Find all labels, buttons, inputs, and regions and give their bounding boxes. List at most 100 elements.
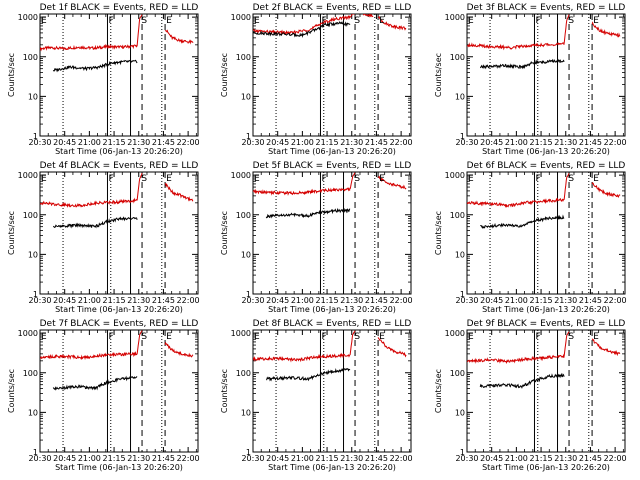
x-tick-label: 20:30 [455, 296, 478, 305]
x-tick-label: 22:00 [177, 454, 200, 463]
panel-title: Det 9f BLACK = Events, RED = LLD [467, 319, 626, 329]
y-tick-label: 1 [246, 448, 251, 457]
time-marker-label: F [321, 332, 326, 342]
x-tick-label: 21:30 [127, 138, 150, 147]
plot-frame [466, 13, 626, 137]
detector-panel: Det 7f BLACK = Events, RED = LLD 1 10 100 10… [7, 319, 200, 472]
x-tick-label: 21:15 [103, 296, 126, 305]
time-marker-label: E [379, 16, 385, 26]
x-tick-label: 20:45 [480, 138, 503, 147]
y-tick-label: 100 [236, 211, 251, 220]
x-tick-label: 21:15 [316, 296, 339, 305]
plot-frame [466, 171, 626, 295]
x-tick-label: 21:15 [530, 138, 553, 147]
x-tick-label: 21:15 [316, 454, 339, 463]
x-axis-label: Start Time (06-Jan-13 20:26:20) [55, 463, 183, 472]
x-tick-label: 21:45 [579, 454, 602, 463]
lld-series-line [349, 330, 356, 356]
x-tick-label: 20:30 [28, 454, 51, 463]
y-tick-label: 10 [455, 250, 465, 259]
panel-title: Det 6f BLACK = Events, RED = LLD [467, 161, 626, 171]
events-series-line [265, 207, 351, 219]
x-axis-label: Start Time (06-Jan-13 20:26:20) [55, 305, 183, 314]
time-marker-label: F [321, 16, 326, 26]
x-tick-label: 21:00 [291, 138, 314, 147]
time-marker-label: S [568, 332, 574, 342]
x-tick-label: 20:30 [455, 454, 478, 463]
time-marker-label: E [468, 332, 474, 342]
detector-panel: Det 8f BLACK = Events, RED = LLD 1 10 100 10… [220, 319, 413, 472]
y-tick-label: 1000 [231, 171, 251, 180]
panel-title: Det 4f BLACK = Events, RED = LLD [40, 161, 199, 171]
time-marker-label: E [254, 174, 260, 184]
lld-series-line [377, 16, 407, 31]
lld-series-line [377, 337, 407, 358]
y-axis-label: Counts/sec [434, 211, 443, 255]
x-axis-label: Start Time (06-Jan-13 20:26:20) [55, 147, 183, 156]
y-tick-label: 1000 [18, 329, 38, 338]
x-axis-label: Start Time (06-Jan-13 20:26:20) [268, 463, 396, 472]
detector-panel: Det 3f BLACK = Events, RED = LLD 1 10 100 10… [434, 3, 627, 156]
lld-series-line [164, 29, 194, 45]
x-tick-label: 20:30 [28, 138, 51, 147]
x-tick-label: 21:45 [152, 138, 175, 147]
panel-title: Det 5f BLACK = Events, RED = LLD [253, 161, 412, 171]
y-axis-label: Counts/sec [7, 53, 16, 97]
time-marker-label: E [593, 332, 599, 342]
time-marker-label: S [141, 174, 147, 184]
x-tick-label: 21:00 [291, 454, 314, 463]
time-marker-label: S [354, 174, 360, 184]
y-tick-label: 1 [460, 290, 465, 299]
time-marker-label: E [41, 332, 47, 342]
x-tick-label: 21:45 [579, 296, 602, 305]
x-axis-label: Start Time (06-Jan-13 20:26:20) [482, 147, 610, 156]
y-tick-label: 10 [455, 408, 465, 417]
time-marker-label: E [593, 16, 599, 26]
x-tick-label: 21:15 [103, 454, 126, 463]
detector-panel: Det 2f BLACK = Events, RED = LLD 1 10 100 10… [220, 3, 413, 156]
y-axis-label: Counts/sec [7, 369, 16, 413]
y-axis-label: Counts/sec [220, 211, 229, 255]
x-tick-label: 20:30 [241, 138, 264, 147]
panel-title: Det 3f BLACK = Events, RED = LLD [467, 3, 626, 13]
time-marker-label: E [41, 174, 47, 184]
time-marker-label: E [468, 16, 474, 26]
y-tick-label: 100 [23, 369, 38, 378]
x-tick-label: 20:45 [266, 454, 289, 463]
y-tick-label: 1000 [18, 171, 38, 180]
lld-series-line [349, 172, 356, 190]
lld-series-line [563, 14, 570, 44]
lld-series-line [164, 341, 194, 358]
x-axis-label: Start Time (06-Jan-13 20:26:20) [268, 305, 396, 314]
x-tick-label: 21:45 [365, 454, 388, 463]
x-tick-label: 22:00 [390, 138, 413, 147]
x-tick-label: 22:00 [177, 296, 200, 305]
events-series-line [53, 216, 138, 229]
x-tick-label: 20:30 [455, 138, 478, 147]
x-tick-label: 21:30 [554, 138, 577, 147]
lld-series-line [467, 197, 565, 208]
lld-series-line [350, 14, 355, 18]
time-marker-label: F [108, 174, 113, 184]
x-tick-label: 20:45 [266, 296, 289, 305]
y-axis-label: Counts/sec [434, 53, 443, 97]
time-marker-label: E [41, 16, 47, 26]
y-tick-label: 1 [33, 132, 38, 141]
time-marker-label: F [321, 174, 326, 184]
y-tick-label: 1 [460, 132, 465, 141]
time-marker-label: E [379, 332, 385, 342]
x-tick-label: 21:00 [78, 138, 101, 147]
detector-panel: Det 4f BLACK = Events, RED = LLD 1 10 100 10… [7, 161, 200, 314]
y-tick-label: 1000 [445, 329, 465, 338]
x-tick-label: 20:30 [241, 296, 264, 305]
x-tick-label: 21:00 [505, 138, 528, 147]
lld-series-line [40, 197, 138, 208]
x-tick-label: 21:15 [530, 454, 553, 463]
plot-frame [466, 329, 626, 453]
y-tick-label: 100 [450, 211, 465, 220]
lld-series-line [362, 14, 374, 18]
time-marker-label: F [535, 174, 540, 184]
y-tick-label: 1000 [231, 329, 251, 338]
x-tick-label: 20:45 [480, 296, 503, 305]
detector-panel: Det 6f BLACK = Events, RED = LLD 1 10 100 10… [434, 161, 627, 314]
